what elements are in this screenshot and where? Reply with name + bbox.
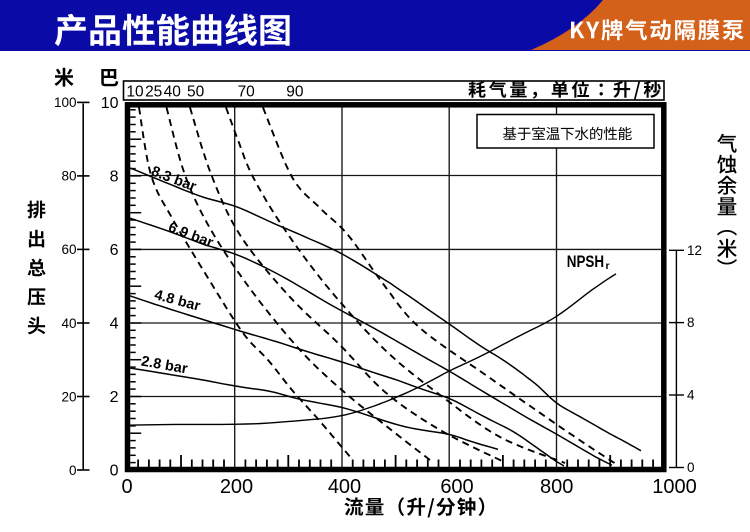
svg-text:400: 400 (328, 476, 361, 498)
svg-text:40: 40 (164, 84, 182, 101)
svg-text:6: 6 (110, 242, 119, 259)
svg-text:25: 25 (145, 84, 162, 101)
svg-text:r: r (606, 260, 610, 272)
svg-text:40: 40 (61, 316, 76, 331)
svg-text:2: 2 (110, 389, 119, 406)
svg-text:0: 0 (69, 463, 77, 478)
svg-text:70: 70 (238, 84, 256, 101)
svg-text:800: 800 (540, 476, 573, 498)
svg-text:100: 100 (54, 95, 77, 110)
svg-text:20: 20 (61, 389, 76, 404)
svg-text:NPSH: NPSH (567, 253, 604, 272)
svg-text:200: 200 (220, 476, 253, 498)
svg-text:4: 4 (687, 388, 695, 403)
svg-text:4: 4 (110, 316, 119, 333)
svg-text:50: 50 (187, 84, 205, 101)
svg-text:10: 10 (126, 84, 144, 101)
svg-text:10: 10 (101, 95, 119, 112)
svg-text:8: 8 (110, 169, 119, 186)
svg-text:0: 0 (121, 476, 132, 498)
svg-text:1000: 1000 (652, 476, 697, 498)
svg-text:12: 12 (687, 243, 702, 258)
svg-text:90: 90 (286, 84, 304, 101)
svg-text:80: 80 (61, 169, 76, 184)
svg-text:60: 60 (61, 242, 76, 257)
svg-text:600: 600 (440, 476, 473, 498)
svg-text:0: 0 (110, 463, 119, 480)
svg-text:0: 0 (687, 460, 695, 475)
svg-text:8: 8 (687, 315, 695, 330)
